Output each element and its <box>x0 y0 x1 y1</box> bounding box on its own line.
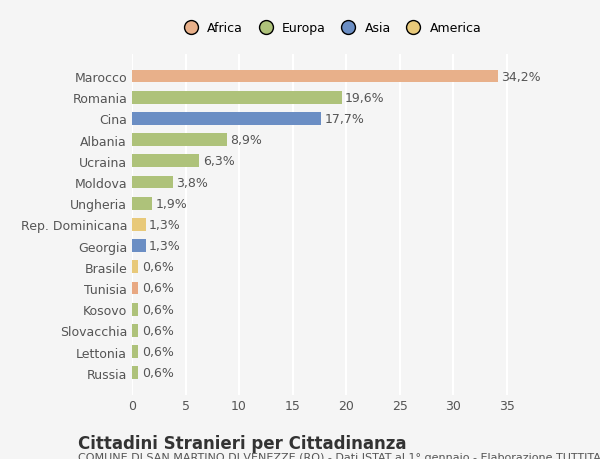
Bar <box>132 240 146 252</box>
Text: 0,6%: 0,6% <box>142 261 173 274</box>
Text: COMUNE DI SAN MARTINO DI VENEZZE (RO) - Dati ISTAT al 1° gennaio - Elaborazione : COMUNE DI SAN MARTINO DI VENEZZE (RO) - … <box>78 452 600 459</box>
Text: 34,2%: 34,2% <box>501 70 541 84</box>
Text: 1,9%: 1,9% <box>155 197 187 210</box>
Bar <box>132 367 139 379</box>
Text: Cittadini Stranieri per Cittadinanza: Cittadini Stranieri per Cittadinanza <box>78 434 407 452</box>
Text: 6,3%: 6,3% <box>203 155 235 168</box>
Bar <box>132 218 146 231</box>
Bar <box>132 197 152 210</box>
Text: 17,7%: 17,7% <box>325 112 365 126</box>
Bar <box>132 303 139 316</box>
Text: 0,6%: 0,6% <box>142 303 173 316</box>
Bar <box>132 92 342 104</box>
Text: 8,9%: 8,9% <box>230 134 262 147</box>
Text: 0,6%: 0,6% <box>142 282 173 295</box>
Legend: Africa, Europa, Asia, America: Africa, Europa, Asia, America <box>173 17 487 40</box>
Bar <box>132 71 498 83</box>
Bar <box>132 325 139 337</box>
Text: 0,6%: 0,6% <box>142 324 173 337</box>
Bar <box>132 134 227 147</box>
Text: 3,8%: 3,8% <box>176 176 208 189</box>
Text: 19,6%: 19,6% <box>345 91 385 105</box>
Text: 1,3%: 1,3% <box>149 240 181 252</box>
Bar <box>132 113 322 125</box>
Bar <box>132 261 139 274</box>
Bar <box>132 176 173 189</box>
Bar <box>132 282 139 295</box>
Bar <box>132 155 199 168</box>
Bar <box>132 346 139 358</box>
Text: 0,6%: 0,6% <box>142 345 173 358</box>
Text: 0,6%: 0,6% <box>142 366 173 380</box>
Text: 1,3%: 1,3% <box>149 218 181 231</box>
